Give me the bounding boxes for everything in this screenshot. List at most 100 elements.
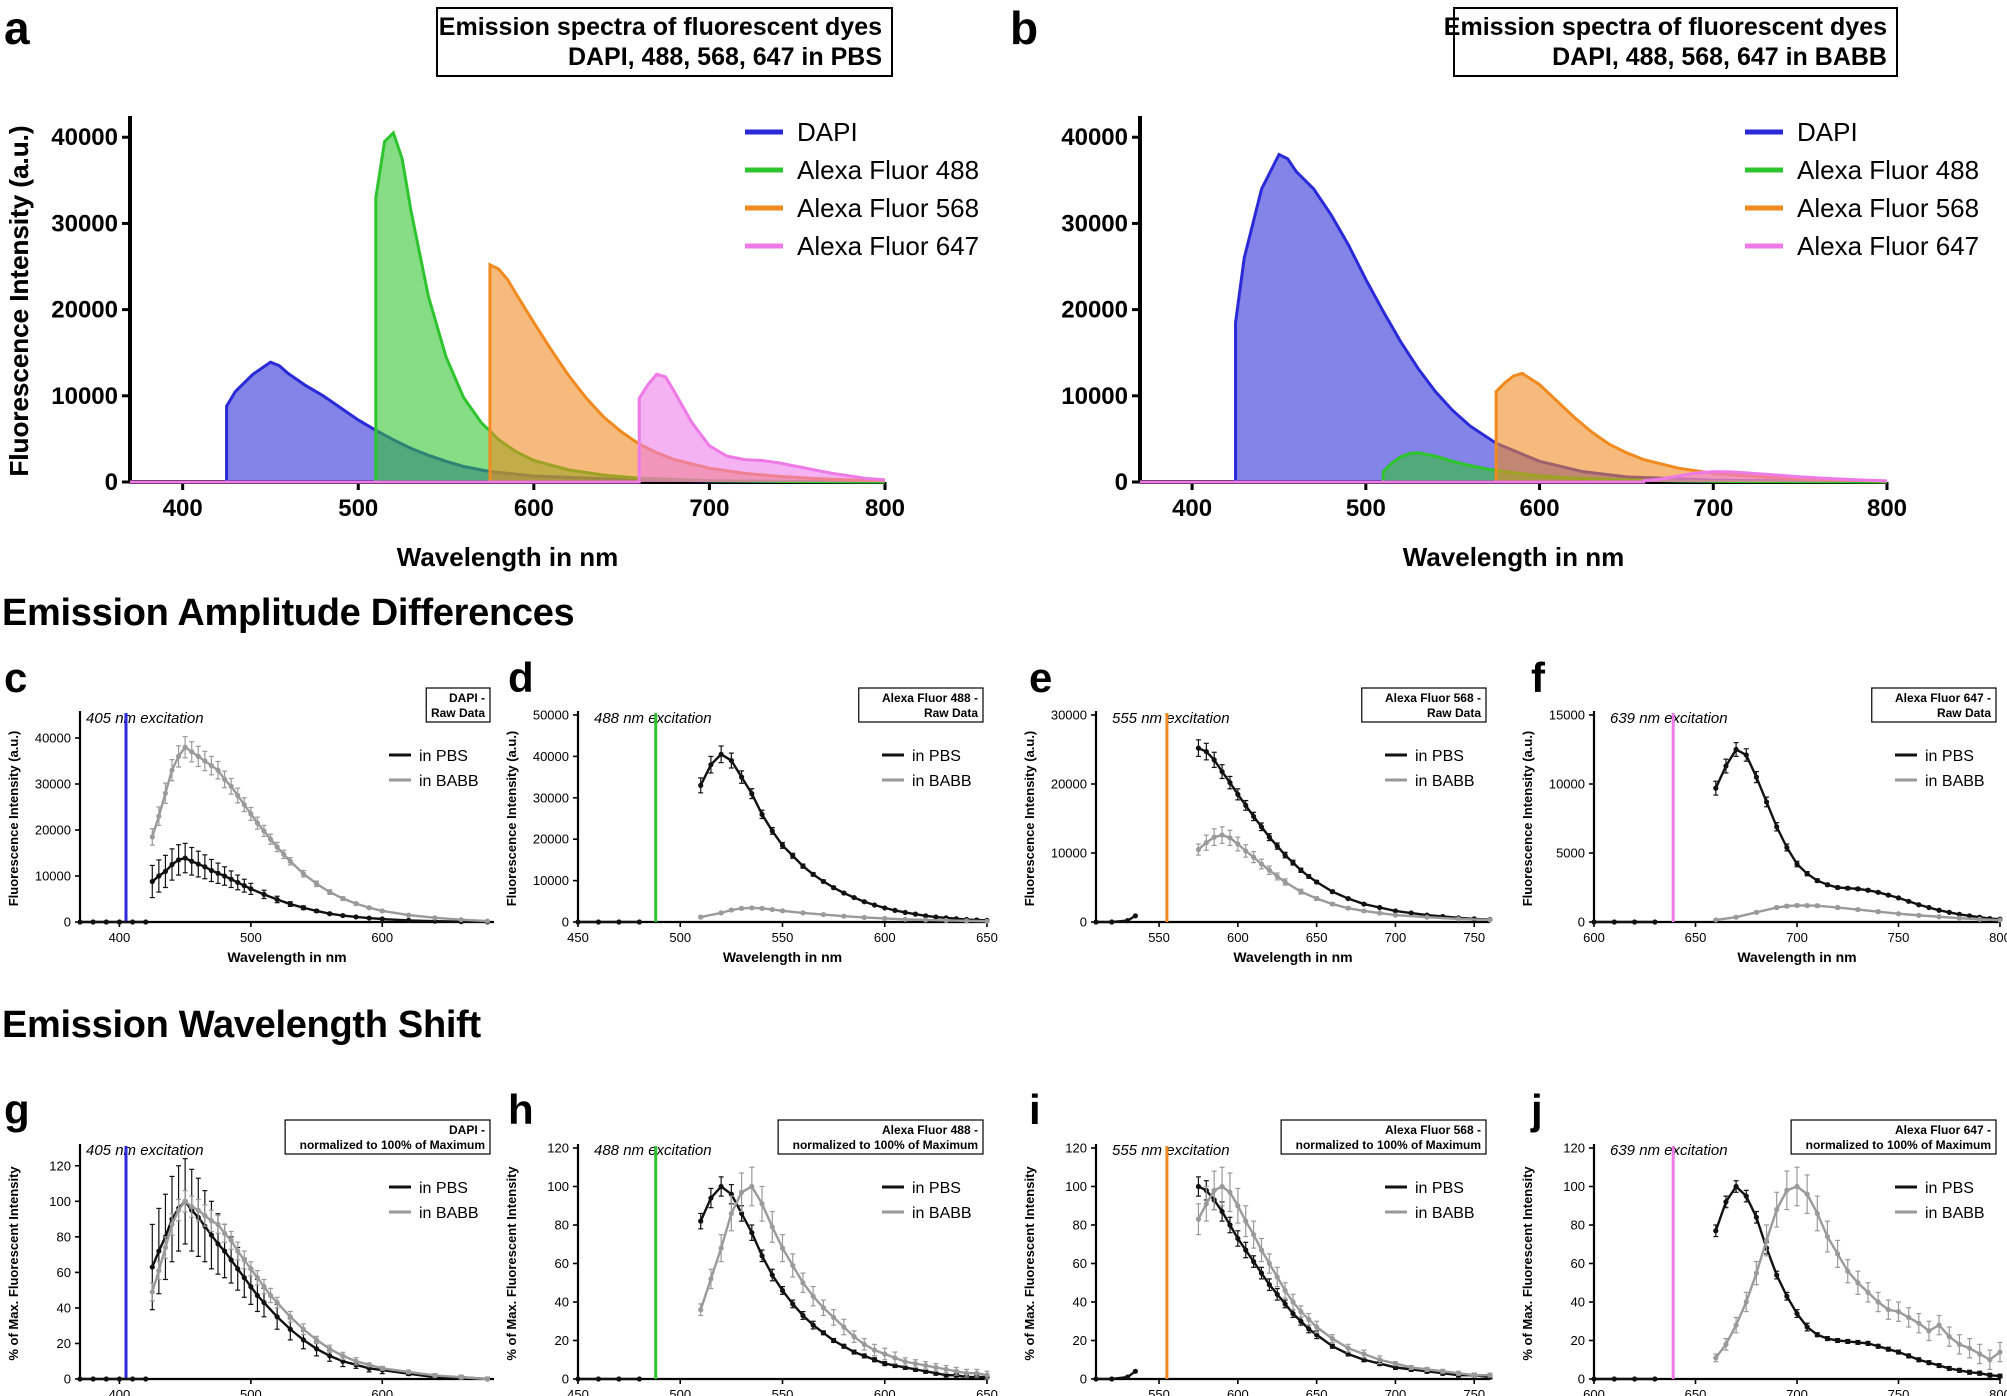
chart-box-label-line: normalized to 100% of Maximum (1296, 1138, 1481, 1152)
y-tick-label: 0 (64, 1372, 71, 1387)
data-point (208, 867, 215, 874)
data-point (718, 751, 724, 757)
data-point (810, 1293, 816, 1299)
data-point (340, 1353, 346, 1359)
data-point (1794, 902, 1800, 909)
excitation-label: 405 nm excitation (86, 1142, 204, 1159)
data-point (974, 1370, 980, 1376)
y-tick-label: 0 (1578, 915, 1585, 930)
data-point (1266, 1282, 1272, 1288)
data-point (1235, 841, 1241, 847)
data-point (1251, 854, 1257, 860)
excitation-label: 639 nm excitation (1610, 1142, 1728, 1159)
data-point (718, 1245, 724, 1251)
chart-box-label-line: Raw Data (1427, 706, 1481, 720)
data-point (327, 911, 333, 917)
y-tick-label: 10000 (51, 383, 118, 410)
data-point (1835, 1337, 1841, 1344)
y-tick-label: 40000 (533, 749, 569, 764)
data-point (1794, 1183, 1800, 1190)
data-point (1487, 1372, 1493, 1378)
data-point (241, 1275, 247, 1281)
data-point (248, 886, 254, 892)
data-point (1824, 1335, 1831, 1342)
data-point (143, 1376, 149, 1382)
data-point (1314, 1324, 1320, 1330)
x-tick-label: 600 (1227, 930, 1249, 945)
chart-panel-d: d Alexa Fluor 488 -Raw Data 488 nm excitat… (504, 654, 998, 965)
legend-label: DAPI (1797, 117, 1858, 147)
data-point (1195, 846, 1202, 853)
data-point (1109, 919, 1115, 925)
data-point (221, 776, 228, 783)
y-tick-label: 10000 (1061, 383, 1128, 410)
data-point (248, 1266, 254, 1272)
data-point (708, 1276, 714, 1282)
data-point (1723, 1199, 1729, 1205)
data-point (405, 1369, 412, 1375)
data-point (1794, 1310, 1800, 1317)
data-point (1966, 913, 1973, 919)
chart-box-label-line: Alexa Fluor 488 - (882, 1123, 978, 1137)
data-point (1124, 918, 1131, 924)
data-point (759, 905, 765, 911)
x-tick-label: 500 (338, 495, 378, 522)
excitation-label: 405 nm excitation (86, 710, 204, 727)
data-point (116, 919, 123, 925)
data-point (1774, 1207, 1780, 1213)
data-point (892, 1362, 898, 1369)
data-point (1632, 919, 1638, 925)
y-axis-title: % of Max. Fluorescent Intensity (504, 1166, 519, 1361)
data-point (1251, 1258, 1257, 1265)
data-point (156, 1268, 162, 1274)
x-tick-label: 750 (1463, 1387, 1485, 1396)
data-point (1946, 1365, 1952, 1372)
data-point (1763, 799, 1770, 805)
data-point (1763, 1237, 1770, 1243)
data-point (1440, 1368, 1446, 1374)
data-point (169, 1221, 175, 1228)
data-point (851, 1349, 857, 1355)
data-point (248, 1284, 254, 1290)
y-tick-label: 0 (1080, 915, 1087, 930)
data-point (820, 1330, 827, 1336)
x-tick-label: 750 (1463, 930, 1485, 945)
chart-box-label-line: Raw Data (1937, 706, 1991, 720)
series-line-in-PBS (151, 1199, 488, 1381)
x-axis-title: Wavelength in nm (397, 542, 619, 572)
data-point (636, 1376, 642, 1382)
data-point (1329, 901, 1335, 907)
data-point (1219, 1183, 1225, 1190)
y-tick-label: 80 (57, 1229, 71, 1244)
data-point (182, 855, 188, 861)
y-tick-label: 40000 (1061, 124, 1128, 151)
x-tick-label: 550 (772, 1387, 794, 1396)
data-point (1306, 1316, 1312, 1322)
data-point (1987, 1357, 1993, 1363)
data-point (1266, 1260, 1272, 1267)
y-tick-label: 20000 (51, 297, 118, 324)
data-point (984, 918, 990, 924)
data-point (759, 1253, 765, 1259)
data-point (749, 905, 755, 911)
data-point (698, 1307, 704, 1313)
data-point (1611, 919, 1617, 925)
y-axis-title: Fluorescence Intensity (a.u.) (4, 125, 34, 476)
data-point (841, 1343, 847, 1349)
data-point (156, 813, 162, 819)
legend-label: in BABB (912, 773, 972, 790)
chart-title-line: Emission spectra of fluorescent dyes (439, 13, 882, 41)
data-point (1845, 1338, 1851, 1345)
x-tick-label: 600 (1227, 1387, 1249, 1396)
x-tick-label: 600 (874, 1387, 896, 1396)
series-line-baseline (1096, 914, 1137, 924)
data-point (1895, 895, 1902, 901)
y-tick-label: 0 (1115, 469, 1128, 496)
x-tick-label: 700 (1693, 495, 1733, 522)
x-tick-label: 700 (1385, 930, 1407, 945)
chart-box-label (1790, 1119, 1997, 1155)
data-point (882, 1351, 888, 1357)
x-tick-label: 600 (874, 930, 896, 945)
data-point (769, 1272, 775, 1278)
data-point (202, 758, 208, 764)
